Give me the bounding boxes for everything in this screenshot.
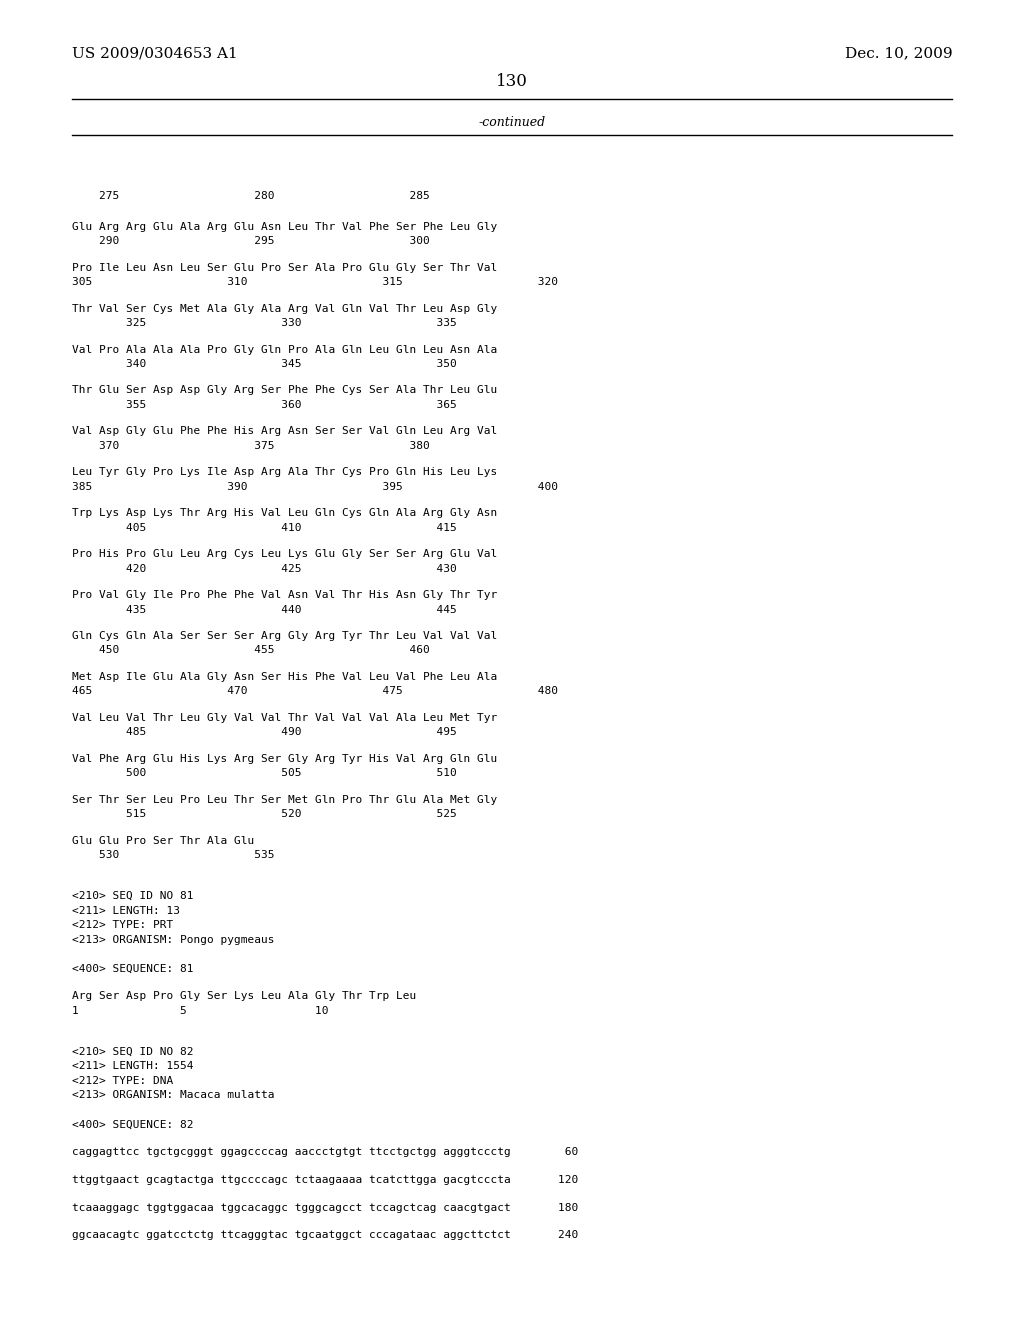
Text: Leu Tyr Gly Pro Lys Ile Asp Arg Ala Thr Cys Pro Gln His Leu Lys: Leu Tyr Gly Pro Lys Ile Asp Arg Ala Thr … [72, 467, 497, 478]
Text: US 2009/0304653 A1: US 2009/0304653 A1 [72, 46, 238, 61]
Text: <400> SEQUENCE: 82: <400> SEQUENCE: 82 [72, 1119, 194, 1130]
Text: 465                    470                    475                    480: 465 470 475 480 [72, 686, 558, 697]
Text: 275                    280                    285: 275 280 285 [72, 191, 429, 202]
Text: 485                    490                    495: 485 490 495 [72, 727, 457, 738]
Text: Pro Ile Leu Asn Leu Ser Glu Pro Ser Ala Pro Glu Gly Ser Thr Val: Pro Ile Leu Asn Leu Ser Glu Pro Ser Ala … [72, 263, 497, 273]
Text: Val Asp Gly Glu Phe Phe His Arg Asn Ser Ser Val Gln Leu Arg Val: Val Asp Gly Glu Phe Phe His Arg Asn Ser … [72, 426, 497, 437]
Text: 370                    375                    380: 370 375 380 [72, 441, 429, 451]
Text: 290                    295                    300: 290 295 300 [72, 236, 429, 247]
Text: caggagttcc tgctgcgggt ggagccccag aaccctgtgt ttcctgctgg agggtccctg        60: caggagttcc tgctgcgggt ggagccccag aaccctg… [72, 1147, 578, 1158]
Text: ggcaacagtc ggatcctctg ttcagggtac tgcaatggct cccagataac aggcttctct       240: ggcaacagtc ggatcctctg ttcagggtac tgcaatg… [72, 1230, 578, 1241]
Text: <210> SEQ ID NO 82: <210> SEQ ID NO 82 [72, 1047, 194, 1057]
Text: 305                    310                    315                    320: 305 310 315 320 [72, 277, 558, 288]
Text: tcaaaggagc tggtggacaa tggcacaggc tgggcagcct tccagctcag caacgtgact       180: tcaaaggagc tggtggacaa tggcacaggc tgggcag… [72, 1203, 578, 1213]
Text: Thr Val Ser Cys Met Ala Gly Ala Arg Val Gln Val Thr Leu Asp Gly: Thr Val Ser Cys Met Ala Gly Ala Arg Val … [72, 304, 497, 314]
Text: 500                    505                    510: 500 505 510 [72, 768, 457, 779]
Text: 435                    440                    445: 435 440 445 [72, 605, 457, 615]
Text: Glu Glu Pro Ser Thr Ala Glu: Glu Glu Pro Ser Thr Ala Glu [72, 836, 254, 846]
Text: 530                    535: 530 535 [72, 850, 274, 861]
Text: 515                    520                    525: 515 520 525 [72, 809, 457, 820]
Text: <210> SEQ ID NO 81: <210> SEQ ID NO 81 [72, 891, 194, 902]
Text: <213> ORGANISM: Pongo pygmeaus: <213> ORGANISM: Pongo pygmeaus [72, 935, 274, 945]
Text: Val Phe Arg Glu His Lys Arg Ser Gly Arg Tyr His Val Arg Gln Glu: Val Phe Arg Glu His Lys Arg Ser Gly Arg … [72, 754, 497, 764]
Text: 420                    425                    430: 420 425 430 [72, 564, 457, 574]
Text: Pro His Pro Glu Leu Arg Cys Leu Lys Glu Gly Ser Ser Arg Glu Val: Pro His Pro Glu Leu Arg Cys Leu Lys Glu … [72, 549, 497, 560]
Text: 130: 130 [496, 73, 528, 90]
Text: -continued: -continued [478, 116, 546, 129]
Text: Ser Thr Ser Leu Pro Leu Thr Ser Met Gln Pro Thr Glu Ala Met Gly: Ser Thr Ser Leu Pro Leu Thr Ser Met Gln … [72, 795, 497, 805]
Text: Met Asp Ile Glu Ala Gly Asn Ser His Phe Val Leu Val Phe Leu Ala: Met Asp Ile Glu Ala Gly Asn Ser His Phe … [72, 672, 497, 682]
Text: Val Leu Val Thr Leu Gly Val Val Thr Val Val Val Ala Leu Met Tyr: Val Leu Val Thr Leu Gly Val Val Thr Val … [72, 713, 497, 723]
Text: 450                    455                    460: 450 455 460 [72, 645, 429, 656]
Text: Thr Glu Ser Asp Asp Gly Arg Ser Phe Phe Cys Ser Ala Thr Leu Glu: Thr Glu Ser Asp Asp Gly Arg Ser Phe Phe … [72, 385, 497, 396]
Text: Arg Ser Asp Pro Gly Ser Lys Leu Ala Gly Thr Trp Leu: Arg Ser Asp Pro Gly Ser Lys Leu Ala Gly … [72, 991, 416, 1002]
Text: <212> TYPE: DNA: <212> TYPE: DNA [72, 1076, 173, 1086]
Text: 355                    360                    365: 355 360 365 [72, 400, 457, 411]
Text: 340                    345                    350: 340 345 350 [72, 359, 457, 370]
Text: Glu Arg Arg Glu Ala Arg Glu Asn Leu Thr Val Phe Ser Phe Leu Gly: Glu Arg Arg Glu Ala Arg Glu Asn Leu Thr … [72, 222, 497, 232]
Text: 325                    330                    335: 325 330 335 [72, 318, 457, 329]
Text: <212> TYPE: PRT: <212> TYPE: PRT [72, 920, 173, 931]
Text: 405                    410                    415: 405 410 415 [72, 523, 457, 533]
Text: <211> LENGTH: 13: <211> LENGTH: 13 [72, 906, 179, 916]
Text: 385                    390                    395                    400: 385 390 395 400 [72, 482, 558, 492]
Text: Pro Val Gly Ile Pro Phe Phe Val Asn Val Thr His Asn Gly Thr Tyr: Pro Val Gly Ile Pro Phe Phe Val Asn Val … [72, 590, 497, 601]
Text: Gln Cys Gln Ala Ser Ser Ser Arg Gly Arg Tyr Thr Leu Val Val Val: Gln Cys Gln Ala Ser Ser Ser Arg Gly Arg … [72, 631, 497, 642]
Text: <213> ORGANISM: Macaca mulatta: <213> ORGANISM: Macaca mulatta [72, 1090, 274, 1101]
Text: Dec. 10, 2009: Dec. 10, 2009 [845, 46, 952, 61]
Text: Trp Lys Asp Lys Thr Arg His Val Leu Gln Cys Gln Ala Arg Gly Asn: Trp Lys Asp Lys Thr Arg His Val Leu Gln … [72, 508, 497, 519]
Text: 1               5                   10: 1 5 10 [72, 1006, 328, 1016]
Text: Val Pro Ala Ala Ala Pro Gly Gln Pro Ala Gln Leu Gln Leu Asn Ala: Val Pro Ala Ala Ala Pro Gly Gln Pro Ala … [72, 345, 497, 355]
Text: ttggtgaact gcagtactga ttgccccagc tctaagaaaa tcatcttgga gacgtcccta       120: ttggtgaact gcagtactga ttgccccagc tctaaga… [72, 1175, 578, 1185]
Text: <211> LENGTH: 1554: <211> LENGTH: 1554 [72, 1061, 194, 1072]
Text: <400> SEQUENCE: 81: <400> SEQUENCE: 81 [72, 964, 194, 974]
